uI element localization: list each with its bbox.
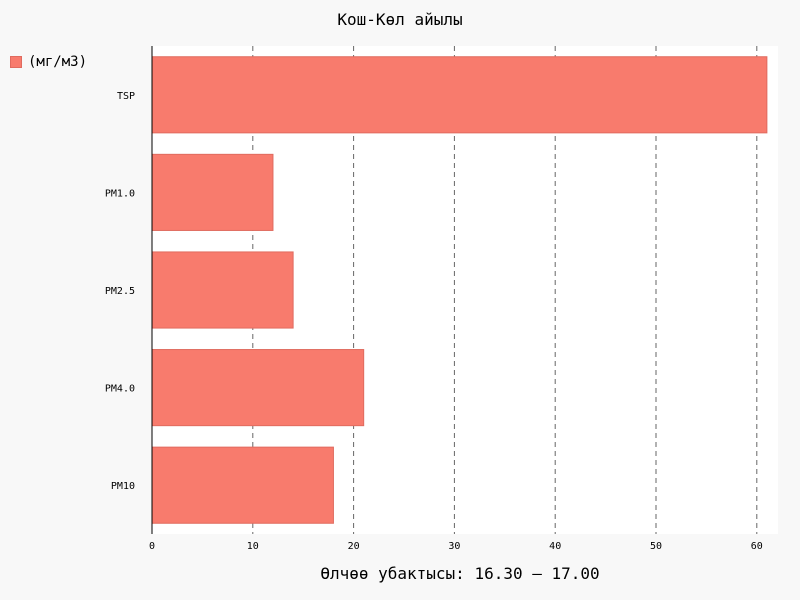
category-labels: TSP PM1.0 PM2.5 PM4.0 PM10 [105, 91, 135, 492]
bar [151, 251, 294, 329]
x-axis-label: Өлчөө убактысы: 16.30 — 17.00 [320, 564, 600, 583]
x-tick-label: 40 [549, 541, 561, 552]
category-label: PM2.5 [105, 286, 135, 297]
x-tick-label: 60 [751, 541, 763, 552]
category-label: PM10 [111, 481, 135, 492]
bar [151, 446, 334, 524]
chart-title: Кош-Көл айылы [337, 10, 463, 29]
category-label: PM1.0 [105, 188, 135, 199]
legend-swatch [10, 56, 22, 68]
x-tick-label: 20 [348, 541, 360, 552]
x-tick-label: 10 [247, 541, 259, 552]
bar [151, 56, 768, 134]
x-tick-label: 0 [149, 541, 155, 552]
bar [151, 349, 365, 427]
legend-label: (мг/м3) [28, 54, 88, 70]
x-tick-labels: 0 10 20 30 40 50 60 [149, 541, 763, 552]
x-tick-label: 30 [448, 541, 460, 552]
category-label: PM4.0 [105, 384, 135, 395]
x-tick-label: 50 [650, 541, 662, 552]
category-label: TSP [117, 91, 135, 102]
legend: (мг/м3) [10, 54, 87, 70]
bar [151, 153, 274, 231]
